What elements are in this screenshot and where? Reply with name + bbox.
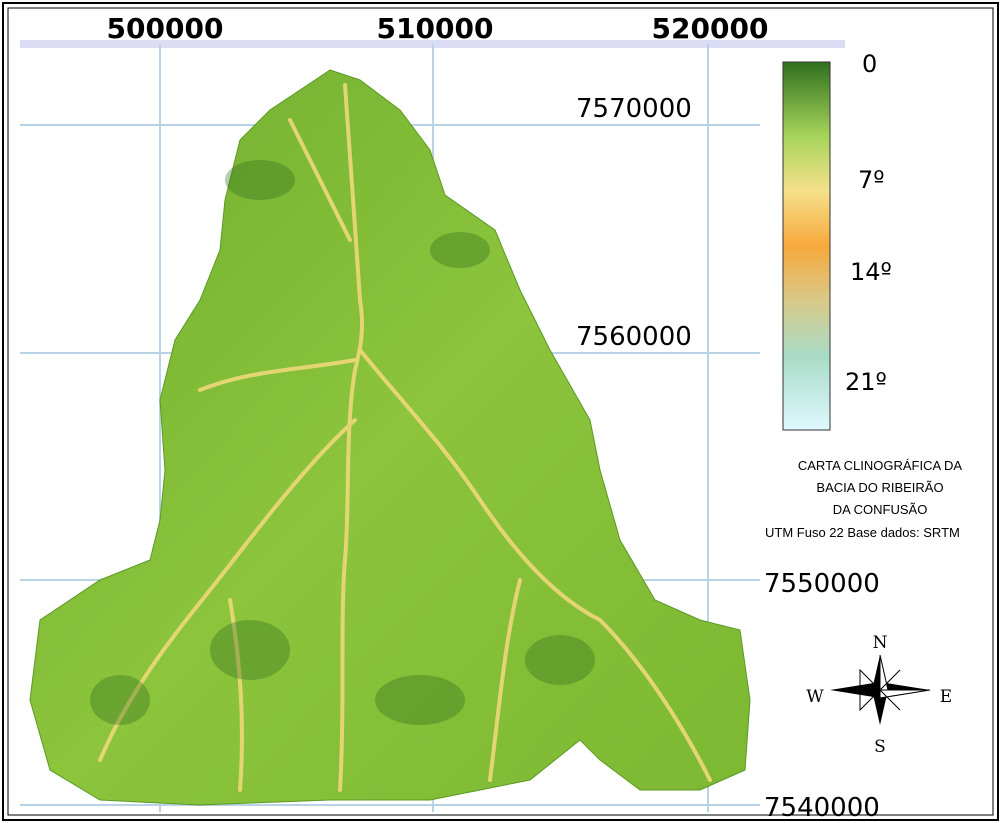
y-coordinate: 7550000 <box>764 569 880 599</box>
title-line: BACIA DO RIBEIRÃO <box>816 480 943 495</box>
title-line: CARTA CLINOGRÁFICA DA <box>798 458 963 473</box>
title-line: UTM Fuso 22 Base dados: SRTM <box>765 525 960 540</box>
y-coordinate: 7540000 <box>764 793 880 823</box>
legend-label: 0 <box>862 50 877 78</box>
compass-label: E <box>940 687 952 707</box>
compass-label: N <box>873 633 888 653</box>
y-coordinate: 7560000 <box>576 322 692 352</box>
legend-label: 21º <box>845 368 887 396</box>
compass-rose <box>830 655 930 725</box>
x-coordinate: 510000 <box>377 12 494 45</box>
y-coordinate: 7570000 <box>576 94 692 124</box>
compass-label: W <box>806 687 824 707</box>
x-coordinate: 520000 <box>652 12 769 45</box>
map-page: 500000 510000 520000 7570000 7560000 755… <box>0 0 1001 823</box>
title-line: DA CONFUSÃO <box>833 502 928 517</box>
legend-colorbar <box>783 62 830 430</box>
legend-label: 14º <box>850 258 892 286</box>
legend-label: 7º <box>858 166 885 194</box>
x-coordinate: 500000 <box>107 12 224 45</box>
compass-label: S <box>874 737 886 757</box>
